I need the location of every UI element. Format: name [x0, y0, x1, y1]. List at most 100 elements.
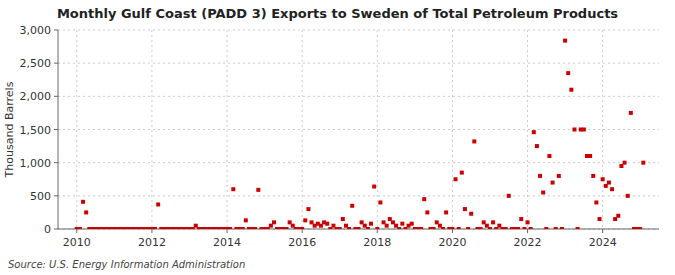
- point: [522, 227, 526, 229]
- point: [454, 177, 458, 181]
- point: [623, 161, 627, 165]
- point: [419, 227, 423, 229]
- grid-line-x: [151, 30, 152, 229]
- point: [375, 227, 379, 229]
- chart: 05001,0001,5002,0002,5003,00020102012201…: [0, 0, 675, 275]
- tick-label-y: 1,000: [20, 157, 52, 170]
- grid-line-x: [227, 30, 228, 229]
- point: [582, 128, 586, 132]
- tick-label-y: 500: [30, 190, 51, 203]
- point: [284, 227, 288, 229]
- point: [347, 227, 351, 229]
- point: [78, 227, 82, 229]
- point: [566, 71, 570, 75]
- point: [538, 174, 542, 178]
- tick-label-x: 2010: [63, 236, 91, 249]
- point: [504, 227, 508, 229]
- point: [572, 128, 576, 132]
- point: [594, 200, 598, 204]
- point: [410, 222, 414, 226]
- point: [529, 227, 533, 229]
- point: [84, 210, 88, 214]
- grid-line-x: [527, 30, 528, 229]
- point: [341, 217, 345, 221]
- tick-label-x: 2018: [363, 236, 391, 249]
- tick-y: [54, 96, 58, 97]
- tick-label-x: 2014: [213, 236, 241, 249]
- point: [551, 181, 555, 185]
- point: [626, 194, 630, 198]
- point: [560, 227, 564, 229]
- point: [472, 139, 476, 143]
- point: [563, 39, 567, 43]
- tick-y: [54, 195, 58, 196]
- point: [325, 222, 329, 226]
- point: [256, 188, 260, 192]
- point: [372, 185, 376, 189]
- tick-label-x: 2020: [438, 236, 466, 249]
- point: [432, 227, 436, 229]
- point: [516, 227, 520, 229]
- point: [469, 212, 473, 216]
- tick-x: [602, 229, 603, 233]
- point: [244, 218, 248, 222]
- point: [81, 200, 85, 204]
- grid-line-y: [58, 162, 659, 163]
- point: [576, 227, 580, 229]
- tick-label-y: 2,500: [20, 57, 52, 70]
- tick-x: [302, 229, 303, 233]
- point: [466, 227, 470, 229]
- point: [638, 227, 642, 229]
- point: [541, 191, 545, 195]
- point: [598, 217, 602, 221]
- point: [616, 214, 620, 218]
- point: [460, 171, 464, 175]
- point: [507, 194, 511, 198]
- point: [338, 227, 342, 229]
- point: [300, 227, 304, 229]
- point: [378, 200, 382, 204]
- point: [400, 222, 404, 226]
- tick-y: [54, 129, 58, 130]
- point: [156, 202, 160, 206]
- point: [519, 217, 523, 221]
- tick-x: [227, 229, 228, 233]
- point: [457, 227, 461, 229]
- point: [488, 227, 492, 229]
- point: [357, 227, 361, 229]
- tick-label-x: 2016: [288, 236, 316, 249]
- point: [272, 220, 276, 224]
- point: [153, 227, 157, 229]
- tick-x: [527, 229, 528, 233]
- tick-y: [54, 63, 58, 64]
- point: [385, 224, 389, 228]
- point: [544, 227, 548, 229]
- point: [491, 220, 495, 224]
- point: [369, 222, 373, 226]
- point: [450, 227, 454, 229]
- points: [75, 39, 646, 229]
- tick-label-x: 2022: [514, 236, 542, 249]
- tick-y: [54, 162, 58, 163]
- tick-x: [76, 229, 77, 233]
- point: [532, 130, 536, 134]
- point: [591, 174, 595, 178]
- tick-label-y: 3,000: [20, 24, 52, 37]
- source-note: Source: U.S. Energy Information Administ…: [8, 259, 245, 270]
- axis-line-y: [58, 30, 59, 229]
- grid: [58, 30, 659, 229]
- y-axis-label: Thousand Barrels: [3, 81, 16, 178]
- tick-label-y: 0: [44, 223, 51, 236]
- point: [547, 154, 551, 158]
- point: [601, 177, 605, 181]
- grid-line-y: [58, 96, 659, 97]
- tick-x: [151, 229, 152, 233]
- point: [366, 227, 370, 229]
- tick-y: [54, 229, 58, 230]
- point: [526, 220, 530, 224]
- axes: 05001,0001,5002,0002,5003,00020102012201…: [20, 24, 660, 249]
- point: [253, 227, 257, 229]
- point: [569, 88, 573, 92]
- point: [629, 111, 633, 115]
- point: [303, 218, 307, 222]
